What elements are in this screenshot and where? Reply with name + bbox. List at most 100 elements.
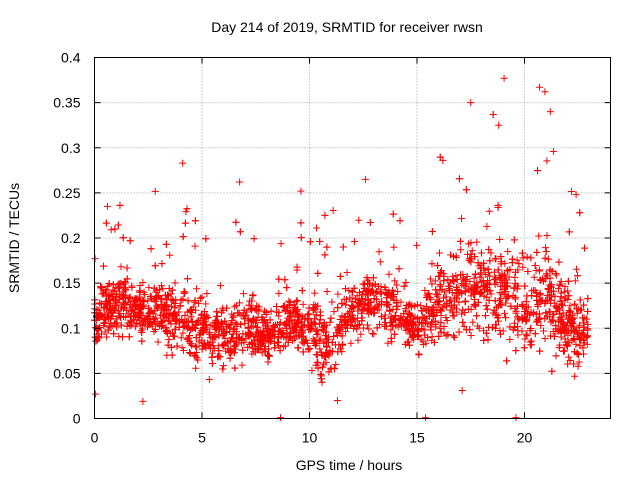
data-point bbox=[465, 240, 473, 248]
data-point bbox=[497, 283, 505, 291]
y-tick-label: 0 bbox=[73, 411, 81, 427]
data-point bbox=[484, 336, 492, 344]
data-point bbox=[314, 269, 322, 277]
data-point bbox=[544, 255, 552, 263]
data-point bbox=[256, 336, 264, 344]
data-point bbox=[579, 344, 587, 352]
data-point bbox=[136, 310, 144, 318]
data-point bbox=[320, 360, 328, 368]
data-point bbox=[489, 309, 497, 317]
data-point bbox=[376, 288, 384, 296]
data-point bbox=[450, 277, 458, 285]
data-point bbox=[389, 305, 397, 313]
data-point bbox=[262, 309, 270, 317]
data-point bbox=[179, 319, 187, 327]
y-tick-label: 0.2 bbox=[61, 230, 81, 246]
data-point bbox=[269, 326, 277, 334]
data-point bbox=[575, 351, 583, 359]
data-point bbox=[313, 351, 321, 359]
data-point bbox=[480, 282, 488, 290]
data-point bbox=[472, 302, 480, 310]
data-point bbox=[140, 297, 148, 305]
data-point bbox=[336, 272, 344, 280]
data-point bbox=[440, 329, 448, 337]
data-point bbox=[119, 234, 127, 242]
data-point bbox=[282, 334, 290, 342]
data-point bbox=[484, 265, 492, 273]
data-point bbox=[441, 288, 449, 296]
data-point bbox=[354, 322, 362, 330]
data-point bbox=[445, 285, 453, 293]
data-point bbox=[180, 322, 188, 330]
data-point bbox=[330, 308, 338, 316]
data-point bbox=[276, 347, 284, 355]
data-point bbox=[162, 313, 170, 321]
data-point bbox=[200, 342, 208, 350]
data-point bbox=[467, 250, 475, 258]
data-point bbox=[542, 248, 550, 256]
data-point bbox=[427, 295, 435, 303]
data-point bbox=[418, 325, 426, 333]
data-point bbox=[260, 327, 268, 335]
data-point bbox=[338, 341, 346, 349]
data-point bbox=[461, 297, 469, 305]
data-point bbox=[196, 294, 204, 302]
data-point bbox=[436, 281, 444, 289]
data-point bbox=[546, 266, 554, 274]
data-point bbox=[541, 254, 549, 262]
data-point bbox=[514, 331, 522, 339]
data-point bbox=[279, 303, 287, 311]
data-point bbox=[183, 275, 191, 283]
data-point bbox=[106, 300, 114, 308]
data-point bbox=[328, 338, 336, 346]
data-point bbox=[387, 326, 395, 334]
data-point bbox=[313, 326, 321, 334]
data-point bbox=[363, 306, 371, 314]
data-point bbox=[244, 324, 252, 332]
data-point bbox=[165, 284, 173, 292]
data-point bbox=[386, 307, 394, 315]
data-point bbox=[496, 295, 504, 303]
data-point bbox=[321, 332, 329, 340]
data-point bbox=[502, 314, 510, 322]
data-point bbox=[449, 273, 457, 281]
data-point bbox=[181, 311, 189, 319]
data-point bbox=[215, 319, 223, 327]
data-point bbox=[494, 203, 502, 211]
data-point bbox=[249, 292, 257, 300]
data-point bbox=[583, 315, 591, 323]
data-point bbox=[509, 326, 517, 334]
axis-ticks bbox=[94, 57, 611, 419]
data-point bbox=[358, 299, 366, 307]
data-point bbox=[547, 287, 555, 295]
data-point bbox=[113, 323, 121, 331]
data-point bbox=[566, 318, 574, 326]
data-point bbox=[126, 237, 134, 245]
data-point bbox=[365, 325, 373, 333]
data-point bbox=[503, 279, 511, 287]
data-point bbox=[276, 414, 284, 422]
data-point bbox=[91, 255, 99, 263]
data-point bbox=[543, 157, 551, 165]
data-point bbox=[503, 276, 511, 284]
data-point bbox=[354, 336, 362, 344]
data-point bbox=[119, 294, 127, 302]
data-point bbox=[194, 356, 202, 364]
data-point bbox=[459, 274, 467, 282]
data-point bbox=[333, 396, 341, 404]
data-point bbox=[583, 333, 591, 341]
data-point bbox=[381, 319, 389, 327]
data-point bbox=[524, 268, 532, 276]
data-point bbox=[367, 305, 375, 313]
data-point bbox=[91, 333, 99, 341]
data-point bbox=[357, 309, 365, 317]
data-point bbox=[462, 186, 470, 194]
data-point bbox=[526, 326, 534, 334]
data-point bbox=[381, 311, 389, 319]
data-point bbox=[574, 272, 582, 280]
data-point bbox=[112, 301, 120, 309]
data-point bbox=[192, 343, 200, 351]
data-point bbox=[293, 266, 301, 274]
data-point bbox=[165, 292, 172, 300]
data-point bbox=[570, 335, 578, 343]
